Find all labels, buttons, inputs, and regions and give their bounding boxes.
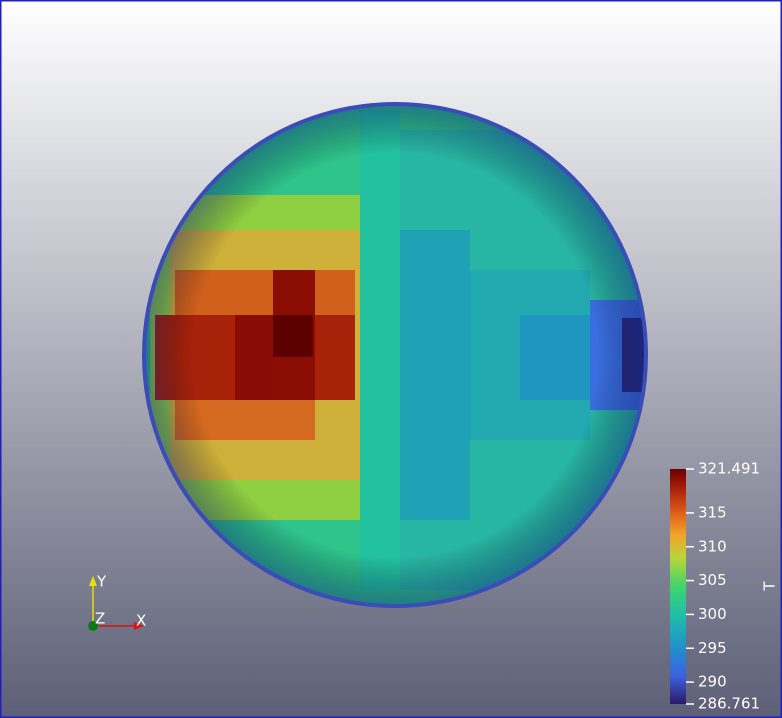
axes-glyph: Y Z X xyxy=(88,573,146,631)
color-bar xyxy=(670,469,686,704)
color-bar-tick-label: 315 xyxy=(698,503,727,521)
color-bar-tick-label: 310 xyxy=(698,537,727,555)
color-bar-tick-label: 290 xyxy=(698,673,727,691)
axis-label: X xyxy=(136,612,146,630)
color-bar-tick-label: 321.491 xyxy=(698,460,760,478)
color-bar-tick-label: 286.761 xyxy=(698,695,760,713)
color-bar-title: T xyxy=(761,581,779,592)
sphere xyxy=(143,103,647,607)
color-bar-tick-label: 300 xyxy=(698,605,727,623)
color-bar-tick-label: 305 xyxy=(698,571,727,589)
axis-label: Z xyxy=(95,610,105,628)
color-bar-tick-label: 295 xyxy=(698,639,727,657)
sphere-rim xyxy=(142,102,648,608)
axis-label: Y xyxy=(96,573,107,591)
